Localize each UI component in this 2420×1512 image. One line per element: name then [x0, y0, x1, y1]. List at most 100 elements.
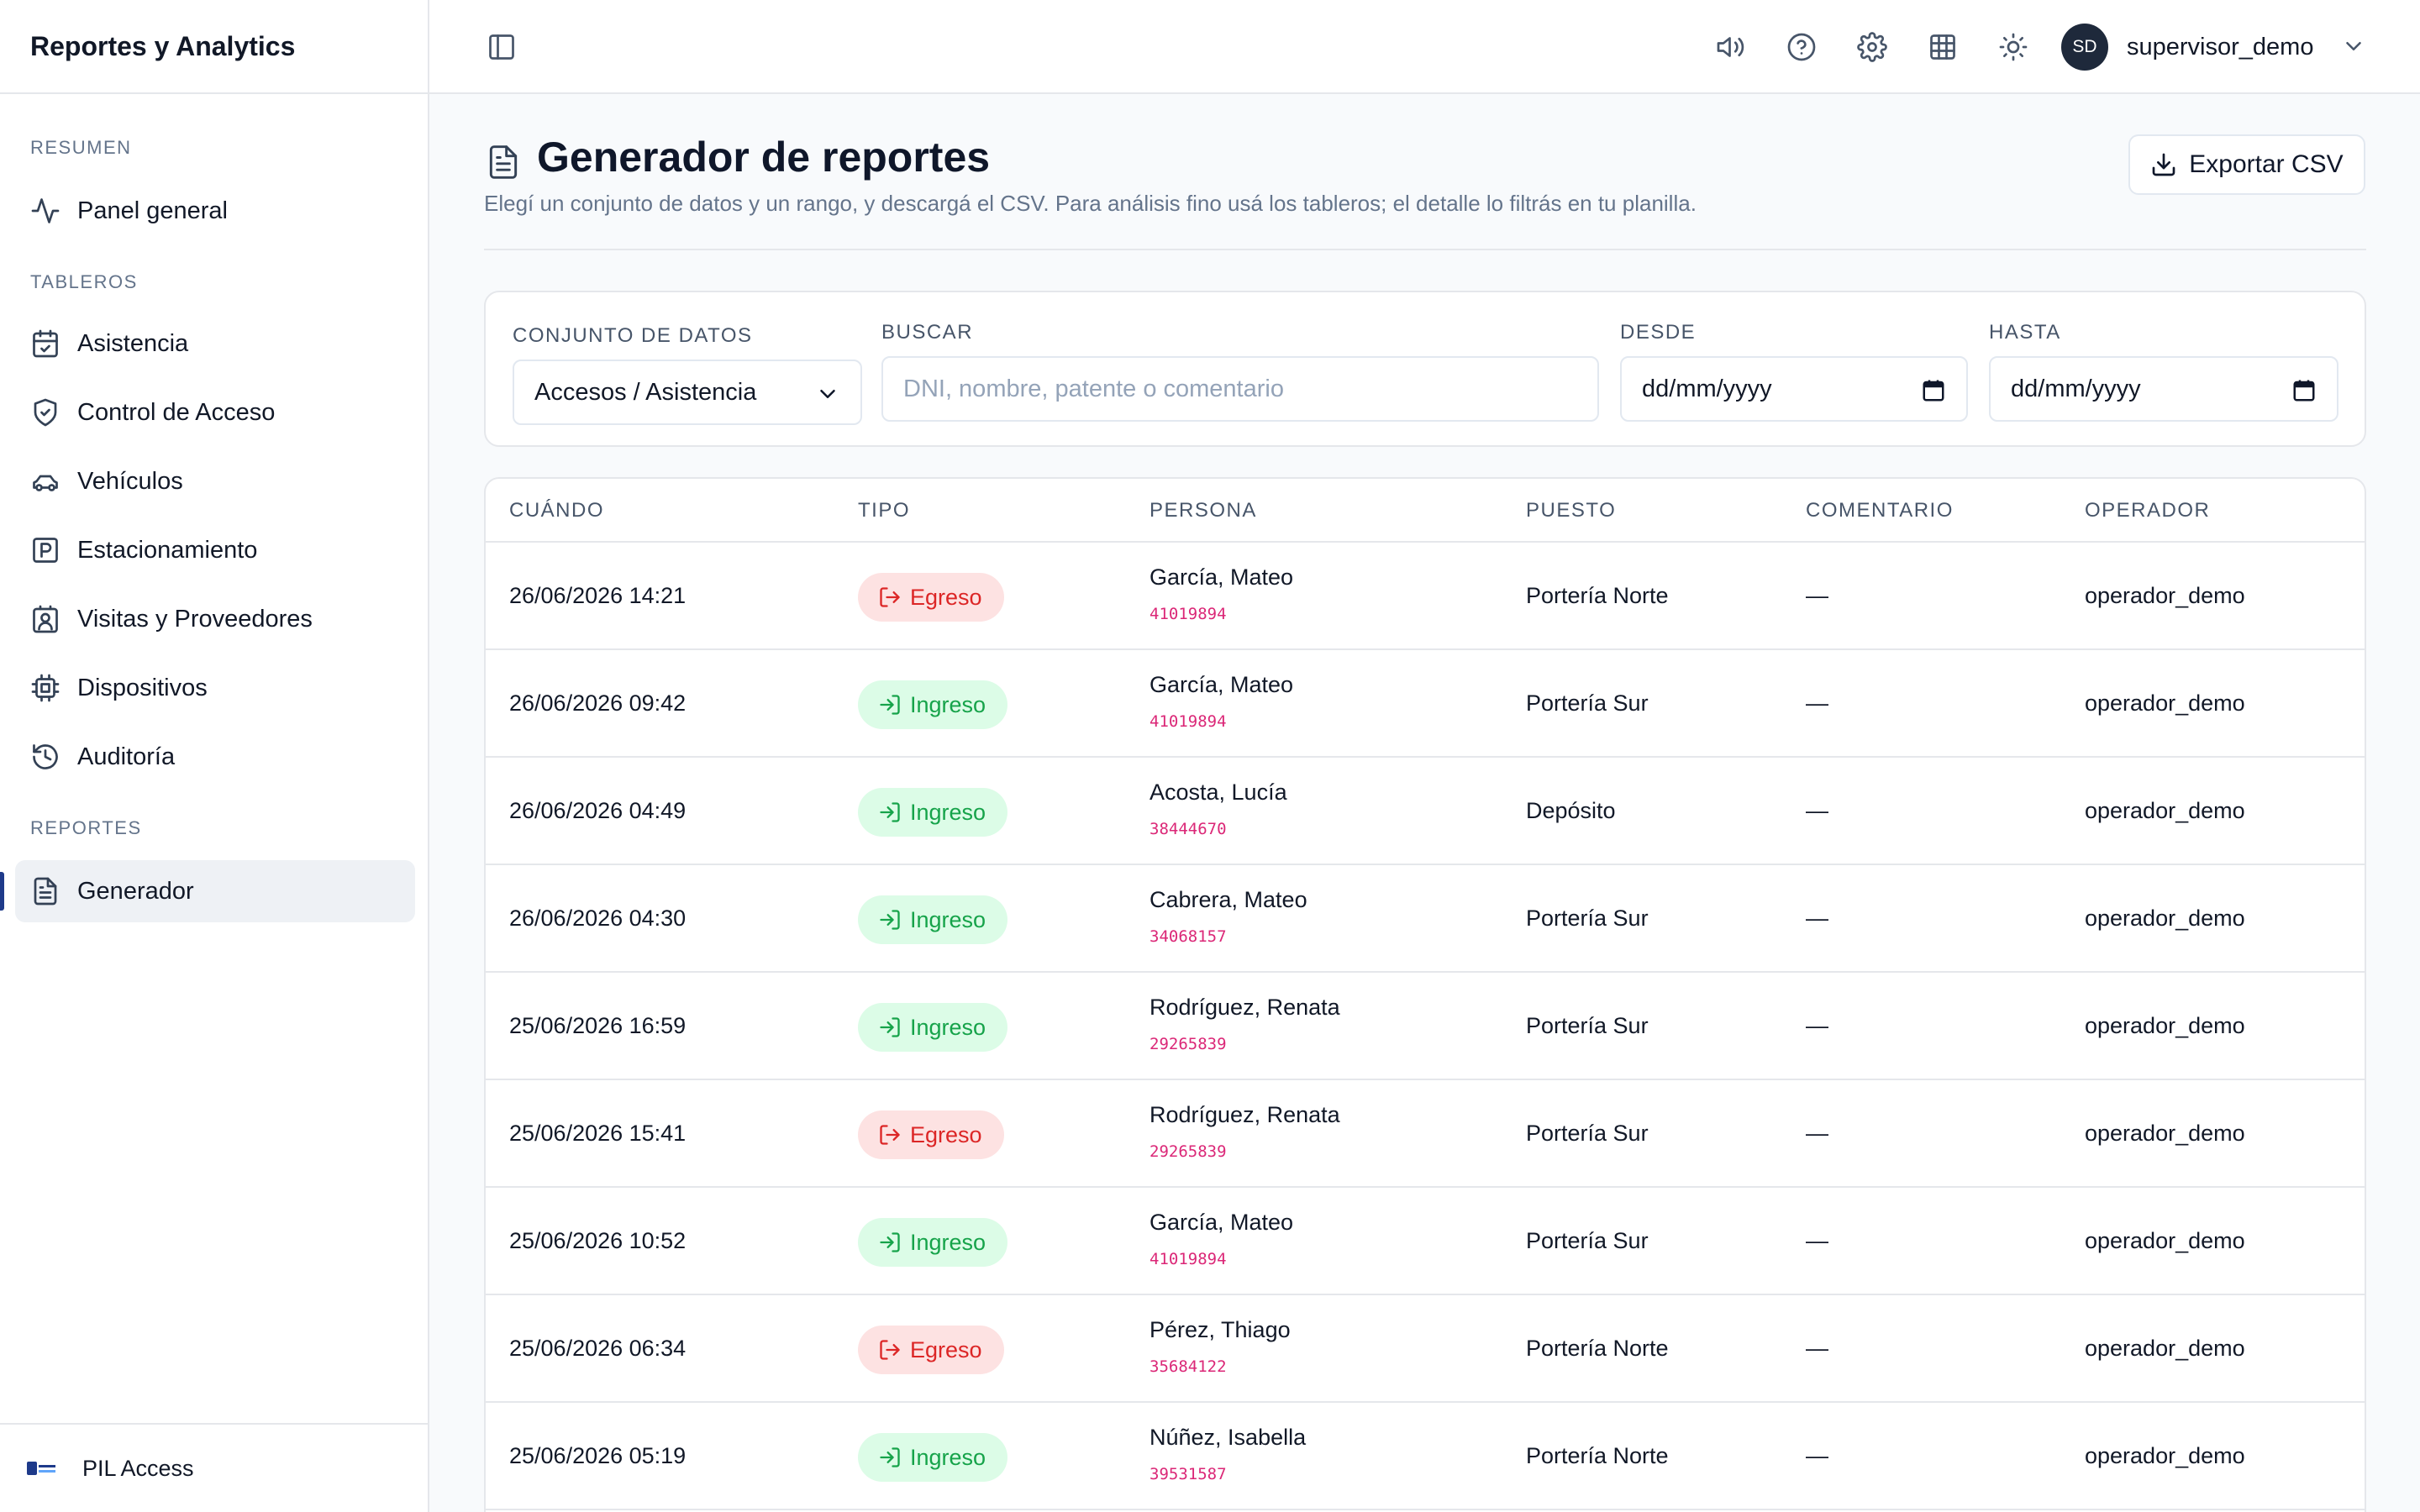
cell-post: Portería Norte: [1526, 1336, 1669, 1361]
from-date-input[interactable]: dd/mm/yyyy: [1620, 356, 1968, 422]
sidebar-item-label: Auditoría: [77, 743, 176, 770]
type-badge-label: Ingreso: [910, 1229, 986, 1255]
cell-when: 25/06/2026 05:19: [509, 1443, 687, 1468]
column-header-comment[interactable]: COMENTARIO: [1806, 499, 1954, 522]
cell-operator: operador_demo: [2085, 1336, 2245, 1361]
column-header-operator[interactable]: OPERADOR: [2085, 499, 2211, 522]
page-subtitle: Elegí un conjunto de datos y un rango, y…: [484, 191, 1697, 216]
type-badge-label: Ingreso: [910, 1444, 986, 1470]
cell-comment: —: [1806, 1013, 1828, 1038]
cell-comment: —: [1806, 1443, 1828, 1468]
column-header-type[interactable]: TIPO: [858, 499, 911, 522]
section-resumen: RESUMEN: [30, 137, 132, 158]
cell-comment: —: [1806, 906, 1828, 931]
cell-operator: operador_demo: [2085, 583, 2245, 608]
table-row[interactable]: 26/06/2026 09:42 Ingreso García, Mateo 4101…: [486, 650, 2365, 758]
page-title: Generador de reportes: [537, 134, 991, 181]
log-out-icon: [880, 1340, 900, 1360]
cell-person-name: Rodríguez, Renata: [1150, 995, 1340, 1020]
table-row[interactable]: 25/06/2026 16:59 Ingreso Rodríguez, Renata…: [486, 973, 2365, 1080]
cell-comment: —: [1806, 1336, 1828, 1361]
cell-post: Portería Sur: [1526, 1013, 1649, 1038]
help-button[interactable]: [1785, 30, 1818, 64]
type-badge: Egreso: [858, 1326, 1004, 1374]
log-in-icon: [880, 695, 900, 715]
to-date-input[interactable]: dd/mm/yyyy: [1989, 356, 2338, 422]
sun-icon: [1999, 33, 2028, 61]
table-row[interactable]: 25/06/2026 15:41 Egreso Rodríguez, Renata 2…: [486, 1080, 2365, 1188]
table-row[interactable]: 26/06/2026 04:30 Ingreso Cabrera, Mateo 340…: [486, 865, 2365, 973]
type-badge: Ingreso: [858, 895, 1008, 944]
shield-check-icon: [34, 398, 57, 427]
type-badge: Egreso: [858, 573, 1004, 622]
table-row[interactable]: 25/06/2026 05:19 Ingreso Núñez, Isabella 39…: [486, 1403, 2365, 1510]
dataset-select[interactable]: Accesos / Asistencia: [513, 360, 862, 425]
table-row[interactable]: 25/06/2026 06:34 Egreso Pérez, Thiago 35684…: [486, 1295, 2365, 1403]
sidebar-item-generador[interactable]: Generador: [15, 860, 415, 922]
cell-comment: —: [1806, 1121, 1828, 1146]
cell-person-dni: 38444670: [1150, 820, 1227, 838]
dataset-select-value: Accesos / Asistencia: [534, 378, 757, 406]
sidebar-item-dispositivos[interactable]: Dispositivos: [15, 657, 415, 719]
download-icon: [2152, 153, 2175, 176]
column-header-person[interactable]: PERSONA: [1150, 499, 1257, 522]
avatar[interactable]: SD: [2061, 24, 2108, 71]
sidebar-item-label: Panel general: [77, 197, 228, 224]
table-row[interactable]: 26/06/2026 14:21 Egreso García, Mateo 41019…: [486, 543, 2365, 650]
cell-when: 26/06/2026 04:49: [509, 798, 687, 823]
cell-comment: —: [1806, 1228, 1828, 1253]
settings-button[interactable]: [1855, 30, 1889, 64]
cell-person-dni: 41019894: [1150, 712, 1227, 731]
cell-post: Depósito: [1526, 798, 1616, 823]
chevron-down-icon[interactable]: [2341, 34, 2366, 59]
log-in-icon: [880, 1017, 900, 1037]
calendar-icon[interactable]: [2291, 378, 2317, 403]
type-badge-label: Ingreso: [910, 691, 986, 717]
section-reportes: REPORTES: [30, 817, 142, 838]
records-table: CUÁNDO TIPO PERSONA PUESTO COMENTARIO OP…: [484, 477, 2366, 1512]
grid-button[interactable]: [1926, 30, 1960, 64]
from-date-value: dd/mm/yyyy: [1642, 375, 1772, 402]
search-field: [881, 356, 1599, 422]
dataset-label: CONJUNTO DE DATOS: [513, 324, 753, 347]
cell-when: 26/06/2026 09:42: [509, 690, 687, 716]
sidebar-item-control-acceso[interactable]: Control de Acceso: [15, 381, 415, 444]
sound-button[interactable]: [1714, 30, 1748, 64]
cell-post: Portería Sur: [1526, 906, 1649, 931]
cell-operator: operador_demo: [2085, 906, 2245, 931]
search-input[interactable]: [903, 358, 1597, 420]
calendar-icon[interactable]: [1921, 378, 1946, 403]
cell-person-name: Pérez, Thiago: [1150, 1317, 1291, 1342]
pil-logo-icon: [27, 1460, 57, 1477]
cell-post: Portería Norte: [1526, 583, 1669, 608]
type-badge-label: Egreso: [910, 1121, 982, 1147]
cell-person-dni: 41019894: [1150, 1250, 1227, 1268]
cell-post: Portería Sur: [1526, 1228, 1649, 1253]
sidebar-item-auditoria[interactable]: Auditoría: [15, 726, 415, 788]
sidebar-item-visitas[interactable]: Visitas y Proveedores: [15, 588, 415, 650]
table-row[interactable]: 26/06/2026 04:49 Ingreso Acosta, Lucía 3844…: [486, 758, 2365, 865]
user-menu-name[interactable]: supervisor_demo: [2127, 34, 2314, 60]
type-badge: Ingreso: [858, 1218, 1008, 1267]
column-header-when[interactable]: CUÁNDO: [509, 499, 605, 522]
export-csv-button[interactable]: Exportar CSV: [2128, 134, 2365, 195]
table-row[interactable]: 25/06/2026 10:52 Ingreso García, Mateo 4101…: [486, 1188, 2365, 1295]
sidebar-title: Reportes y Analytics: [30, 30, 296, 61]
volume-icon: [1717, 37, 1744, 57]
sidebar-footer: PIL Access: [0, 1423, 429, 1512]
cell-operator: operador_demo: [2085, 690, 2245, 716]
to-date-value: dd/mm/yyyy: [2011, 375, 2141, 402]
sidebar-item-panel-general[interactable]: Panel general: [15, 180, 415, 242]
type-badge: Ingreso: [858, 788, 1008, 837]
sidebar-item-estacionamiento[interactable]: Estacionamiento: [15, 519, 415, 581]
type-badge: Ingreso: [858, 680, 1008, 729]
cell-operator: operador_demo: [2085, 1228, 2245, 1253]
parking-icon: [33, 538, 58, 563]
footer-brand: PIL Access: [82, 1455, 194, 1481]
column-header-post[interactable]: PUESTO: [1526, 499, 1617, 522]
sidebar-item-asistencia[interactable]: Asistencia: [15, 312, 415, 375]
sidebar-item-vehiculos[interactable]: Vehículos: [15, 450, 415, 512]
toggle-sidebar-button[interactable]: [485, 30, 518, 64]
theme-toggle-button[interactable]: [1996, 30, 2030, 64]
cell-post: Portería Sur: [1526, 690, 1649, 716]
